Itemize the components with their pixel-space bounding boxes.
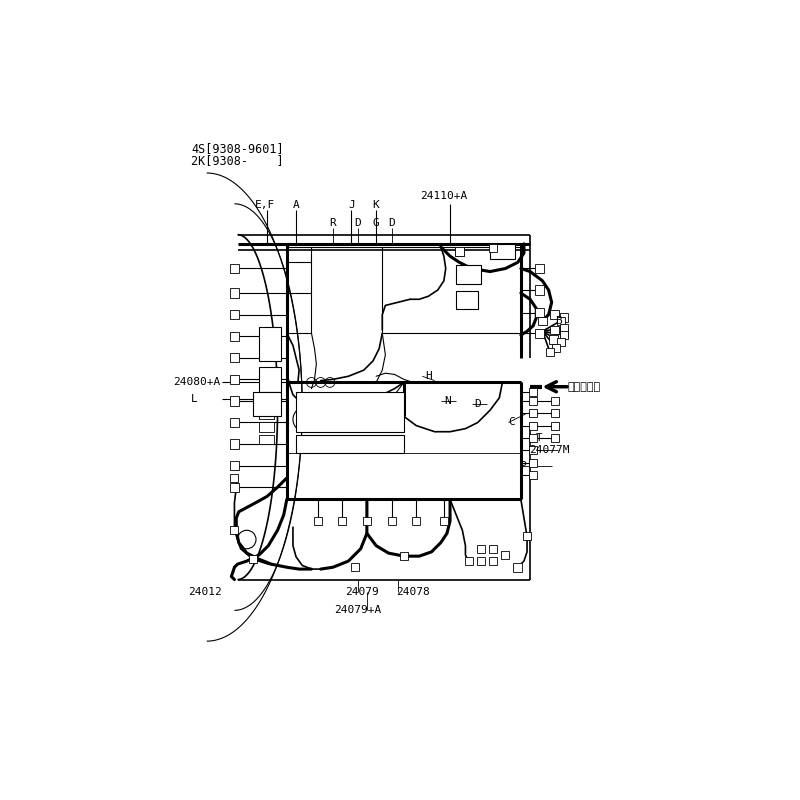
Text: 24078: 24078 (396, 587, 430, 597)
Text: 24110+A: 24110+A (420, 190, 467, 201)
Bar (514, 563, 522, 571)
Bar (350, 563, 358, 571)
Bar (529, 388, 538, 396)
Text: D: D (474, 399, 482, 409)
Text: D: D (388, 218, 395, 229)
Bar (557, 338, 565, 346)
Bar (534, 308, 544, 318)
Bar (546, 347, 554, 355)
Bar (259, 327, 281, 361)
Bar (259, 367, 281, 392)
Bar (230, 332, 239, 341)
Text: ボデーから: ボデーから (567, 382, 600, 392)
Bar (296, 435, 404, 454)
Bar (529, 446, 538, 454)
Bar (230, 289, 239, 298)
Text: N: N (444, 396, 450, 406)
Text: J: J (348, 200, 355, 210)
Bar (560, 329, 568, 338)
Bar (477, 557, 485, 565)
Bar (230, 396, 239, 406)
Bar (552, 344, 560, 352)
Bar (465, 557, 473, 565)
Bar (440, 517, 448, 525)
Text: 24012: 24012 (188, 587, 222, 597)
Bar (538, 317, 546, 325)
Bar (529, 471, 538, 479)
Bar (529, 410, 538, 418)
Text: 24080+A: 24080+A (173, 378, 220, 387)
Bar (560, 331, 568, 339)
Text: H: H (426, 371, 432, 382)
Bar (387, 517, 395, 525)
Bar (560, 314, 568, 322)
Text: P: P (520, 461, 526, 470)
Bar (529, 458, 538, 466)
Bar (550, 335, 558, 344)
Bar (550, 410, 558, 418)
Bar (455, 247, 463, 255)
Bar (456, 266, 481, 284)
Text: E,F: E,F (255, 200, 275, 210)
Bar (550, 434, 558, 442)
Text: 4S[9308-9601]: 4S[9308-9601] (191, 142, 284, 155)
Bar (230, 374, 239, 384)
Bar (296, 392, 404, 432)
Text: 24079+A: 24079+A (334, 606, 382, 615)
Bar (534, 329, 544, 338)
Bar (259, 422, 274, 432)
Bar (523, 533, 531, 541)
Bar (230, 474, 238, 482)
Bar (489, 557, 497, 565)
Bar (534, 286, 544, 294)
Bar (314, 517, 322, 525)
Bar (230, 439, 239, 449)
Bar (363, 517, 371, 525)
Text: 2K[9308-    ]: 2K[9308- ] (191, 154, 284, 167)
Bar (259, 435, 274, 444)
Bar (230, 418, 239, 427)
Text: 24079: 24079 (346, 587, 379, 597)
Bar (502, 551, 510, 559)
Bar (489, 244, 498, 253)
Text: R: R (330, 218, 336, 229)
Text: D: D (354, 218, 361, 229)
Bar (249, 555, 257, 563)
Bar (550, 326, 559, 334)
Bar (529, 434, 538, 442)
Bar (529, 422, 538, 430)
Text: G: G (373, 218, 379, 229)
Bar (259, 410, 274, 419)
Bar (477, 545, 485, 553)
Bar (338, 517, 346, 525)
Text: L: L (191, 394, 198, 404)
Text: A: A (293, 200, 299, 210)
Bar (550, 397, 558, 405)
Bar (529, 397, 538, 405)
Bar (230, 353, 239, 362)
Bar (412, 517, 420, 525)
Bar (230, 264, 239, 273)
Bar (550, 310, 559, 319)
Text: C: C (509, 418, 515, 427)
Bar (534, 264, 544, 273)
Text: 24077M: 24077M (529, 445, 570, 455)
Bar (230, 526, 238, 534)
Bar (455, 247, 463, 255)
Bar (490, 244, 514, 259)
Bar (489, 545, 497, 553)
Bar (400, 552, 408, 560)
Bar (550, 422, 558, 430)
Bar (230, 461, 239, 470)
Bar (560, 323, 568, 331)
Text: T: T (536, 433, 543, 443)
Bar (230, 482, 239, 492)
Text: B: B (554, 316, 562, 326)
Bar (253, 392, 281, 416)
Text: K: K (373, 200, 379, 210)
Bar (557, 317, 565, 325)
Bar (230, 310, 239, 319)
Bar (456, 291, 478, 309)
